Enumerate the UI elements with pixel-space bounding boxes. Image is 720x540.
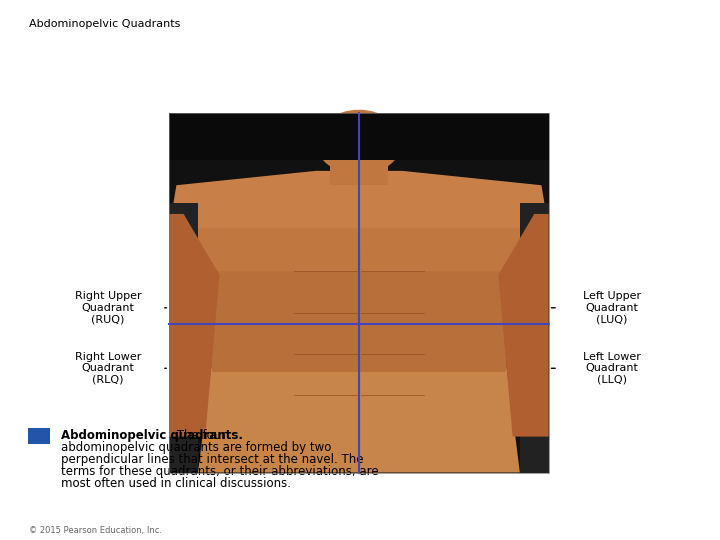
Bar — [169, 113, 549, 472]
Text: © 2015 Pearson Education, Inc.: © 2015 Pearson Education, Inc. — [29, 525, 162, 535]
Text: Right Upper
Quadrant
(RUQ): Right Upper Quadrant (RUQ) — [75, 291, 141, 325]
Text: Abdominopelvic quadrants.: Abdominopelvic quadrants. — [61, 429, 243, 442]
Polygon shape — [169, 171, 549, 228]
Bar — [169, 113, 549, 160]
Text: terms for these quadrants, or their abbreviations, are: terms for these quadrants, or their abbr… — [61, 465, 379, 478]
Text: Left Upper
Quadrant
(LUQ): Left Upper Quadrant (LUQ) — [583, 291, 641, 325]
Text: most often used in clinical discussions.: most often used in clinical discussions. — [61, 477, 291, 490]
Ellipse shape — [316, 110, 402, 174]
Polygon shape — [198, 357, 520, 472]
Text: perpendicular lines that intersect at the navel. The: perpendicular lines that intersect at th… — [61, 453, 364, 466]
Text: Left Lower
Quadrant
(LLQ): Left Lower Quadrant (LLQ) — [583, 352, 641, 385]
Text: Abdominopelvic Quadrants: Abdominopelvic Quadrants — [29, 19, 180, 29]
Bar — [169, 203, 198, 472]
Polygon shape — [176, 214, 541, 272]
Polygon shape — [169, 214, 220, 436]
Text: abdominopelvic quadrants are formed by two: abdominopelvic quadrants are formed by t… — [61, 441, 332, 454]
Bar — [330, 157, 387, 185]
Text: The four: The four — [173, 429, 226, 442]
Text: a: a — [35, 429, 43, 442]
Bar — [169, 113, 549, 472]
Bar — [520, 203, 549, 472]
Polygon shape — [198, 257, 520, 372]
FancyBboxPatch shape — [28, 428, 50, 444]
Text: Right Lower
Quadrant
(RLQ): Right Lower Quadrant (RLQ) — [75, 352, 141, 385]
Polygon shape — [498, 214, 549, 436]
